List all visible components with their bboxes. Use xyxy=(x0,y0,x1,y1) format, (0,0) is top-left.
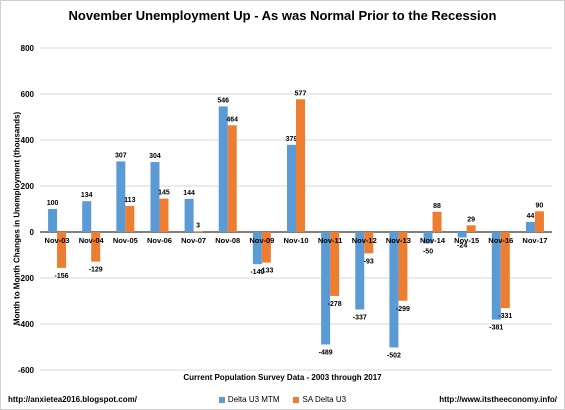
data-label: 144 xyxy=(183,190,195,197)
y-tick-label: -400 xyxy=(18,320,35,329)
x-tick-label: Nov-13 xyxy=(386,236,411,245)
bar-delta-u3-mtm xyxy=(287,144,296,232)
bar-delta-u3-mtm xyxy=(48,209,58,232)
chart-title: November Unemployment Up - As was Normal… xyxy=(68,8,497,23)
x-tick-label: Nov-03 xyxy=(45,236,70,245)
bar-delta-u3-mtm xyxy=(389,232,399,348)
data-label: 88 xyxy=(433,203,441,210)
x-tick-label: Nov-08 xyxy=(215,236,240,245)
x-tick-label: Nov-06 xyxy=(147,236,172,245)
chart-legend: Delta U3 MTM SA Delta U3 xyxy=(0,395,565,404)
y-tick-label: 600 xyxy=(21,90,35,99)
bar-sa-delta-u3 xyxy=(398,232,408,301)
bar-sa-delta-u3 xyxy=(330,232,340,296)
x-tick-label: Nov-12 xyxy=(352,236,377,245)
x-tick-label: Nov-11 xyxy=(318,236,343,245)
x-tick-label: Nov-17 xyxy=(522,236,547,245)
bar-sa-delta-u3 xyxy=(364,232,374,254)
y-tick-label: -200 xyxy=(18,274,35,283)
legend-item-series-1: Delta U3 MTM xyxy=(218,395,280,404)
data-label: -381 xyxy=(489,325,503,332)
bar-delta-u3-mtm xyxy=(116,161,126,232)
bar-sa-delta-u3 xyxy=(57,232,67,268)
data-label: -337 xyxy=(353,315,367,322)
bar-sa-delta-u3 xyxy=(534,211,544,232)
bar-delta-u3-mtm xyxy=(457,232,467,238)
x-tick-label: Nov-05 xyxy=(113,236,138,245)
bar-sa-delta-u3 xyxy=(500,232,510,309)
data-label: 29 xyxy=(467,216,475,223)
data-label: -156 xyxy=(55,273,69,280)
data-label: 44 xyxy=(527,213,535,220)
legend-item-series-2: SA Delta U3 xyxy=(293,395,346,404)
bar-delta-u3-mtm xyxy=(218,106,228,232)
x-tick-label: Nov-14 xyxy=(420,236,446,245)
data-label: -278 xyxy=(328,301,342,308)
data-label: 304 xyxy=(149,153,161,160)
bar-sa-delta-u3 xyxy=(261,232,271,263)
x-tick-label: Nov-10 xyxy=(283,236,308,245)
bar-sa-delta-u3 xyxy=(432,211,442,232)
y-tick-label: 200 xyxy=(21,182,35,191)
data-label: -489 xyxy=(319,349,333,356)
data-label: 90 xyxy=(536,202,544,209)
bar-delta-u3-mtm xyxy=(491,232,501,320)
bar-delta-u3-mtm xyxy=(150,162,160,232)
data-label: 546 xyxy=(217,97,229,104)
bar-sa-delta-u3 xyxy=(159,198,169,232)
y-tick-label: 800 xyxy=(21,44,35,53)
bar-sa-delta-u3 xyxy=(193,231,203,233)
bar-delta-u3-mtm xyxy=(355,232,365,310)
legend-label-series-2: SA Delta U3 xyxy=(302,395,347,404)
y-axis-label: Month to Month Changes in Unemployment (… xyxy=(12,111,22,326)
bar-sa-delta-u3 xyxy=(91,232,101,262)
data-label: 577 xyxy=(295,90,307,97)
legend-label-series-1: Delta U3 MTM xyxy=(227,395,280,404)
footer-link-right[interactable]: http://www.itstheeconomy.info/ xyxy=(439,395,557,404)
bar-sa-delta-u3 xyxy=(125,206,135,232)
x-tick-label: Nov-15 xyxy=(454,236,479,245)
data-label: 3 xyxy=(196,222,200,229)
data-label: -93 xyxy=(364,258,374,265)
x-tick-label: Nov-16 xyxy=(488,236,513,245)
data-label: 145 xyxy=(158,190,170,197)
data-label: 100 xyxy=(47,200,59,207)
data-label: -299 xyxy=(396,306,410,313)
footer-link-left[interactable]: http://anxietea2016.blogspot.com/ xyxy=(8,395,137,404)
bar-delta-u3-mtm xyxy=(82,201,92,232)
data-label: 379 xyxy=(286,136,298,143)
x-axis-label: Current Population Survey Data - 2003 th… xyxy=(183,373,382,382)
bar-sa-delta-u3 xyxy=(227,125,237,232)
data-label: 113 xyxy=(124,197,135,204)
bar-delta-u3-mtm xyxy=(252,232,262,265)
data-label: -129 xyxy=(89,267,103,274)
data-label: -50 xyxy=(423,249,433,256)
x-tick-label: Nov-07 xyxy=(181,236,206,245)
bar-delta-u3-mtm xyxy=(423,232,433,244)
data-label: -24 xyxy=(457,243,467,250)
data-label: 464 xyxy=(226,116,238,123)
bar-delta-u3-mtm xyxy=(321,232,331,345)
data-label: 134 xyxy=(81,192,93,199)
data-label: -140 xyxy=(250,269,264,276)
y-tick-label: -600 xyxy=(18,366,35,375)
y-tick-label: 400 xyxy=(21,136,35,145)
bar-sa-delta-u3 xyxy=(296,99,305,232)
data-label: -133 xyxy=(259,268,273,275)
data-label: -331 xyxy=(498,313,512,320)
data-label: 307 xyxy=(115,152,127,159)
bar-delta-u3-mtm xyxy=(525,221,535,232)
x-tick-label: Nov-09 xyxy=(249,236,274,245)
bar-sa-delta-u3 xyxy=(466,225,476,232)
legend-swatch-series-1 xyxy=(218,396,225,403)
x-tick-label: Nov-04 xyxy=(79,236,105,245)
y-tick-label: 0 xyxy=(30,228,35,237)
legend-swatch-series-2 xyxy=(293,396,300,403)
data-label: -502 xyxy=(387,352,401,359)
bar-delta-u3-mtm xyxy=(184,198,194,232)
